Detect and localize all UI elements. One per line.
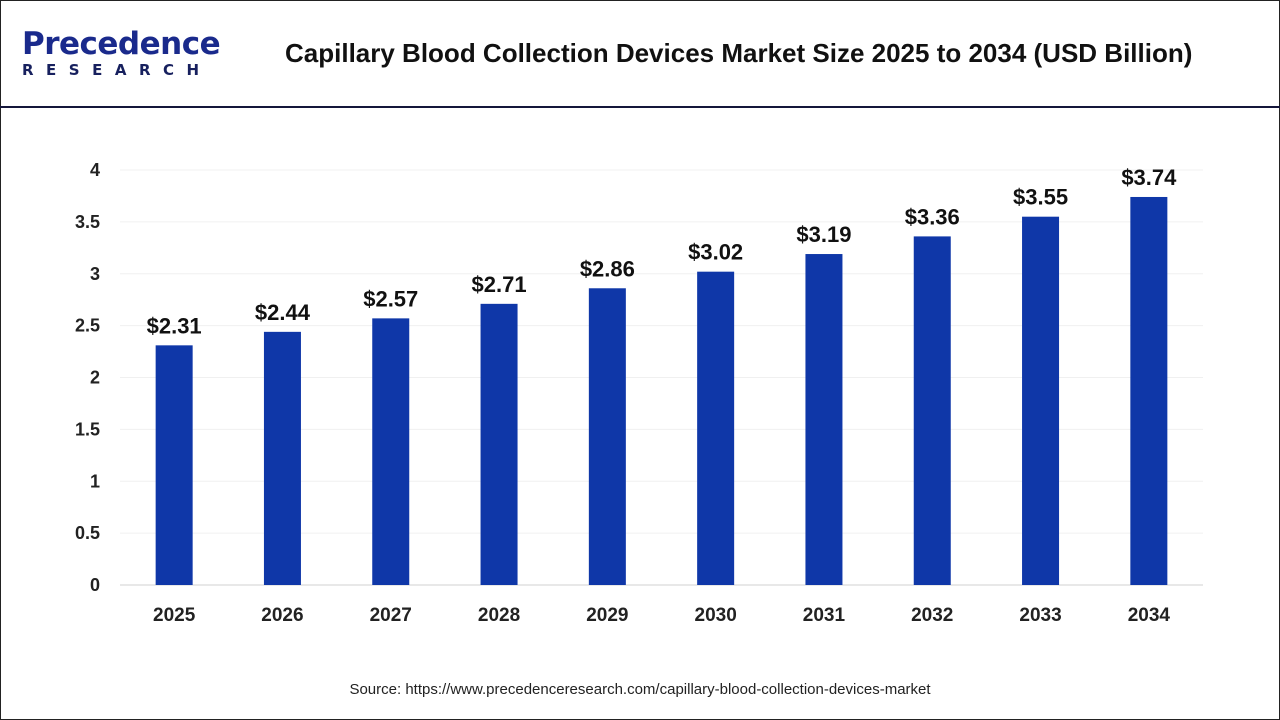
data-label: $2.31 bbox=[147, 313, 202, 338]
x-tick-label: 2028 bbox=[478, 605, 520, 626]
x-tick-label: 2026 bbox=[261, 605, 303, 626]
logo-text-main: Precedence bbox=[22, 26, 221, 62]
chart-title: Capillary Blood Collection Devices Marke… bbox=[285, 38, 1193, 68]
precedence-research-logo: Precedence RESEARCH bbox=[22, 26, 221, 79]
header: Precedence RESEARCH Capillary Blood Coll… bbox=[0, 0, 1280, 108]
x-tick-label: 2025 bbox=[153, 605, 196, 626]
data-label: $3.55 bbox=[1013, 185, 1068, 210]
bar-2026 bbox=[263, 331, 301, 585]
bar-2025 bbox=[155, 345, 193, 585]
y-tick-label: 3.5 bbox=[75, 212, 100, 232]
data-label: $2.71 bbox=[472, 272, 527, 297]
x-tick-label: 2027 bbox=[370, 605, 412, 626]
y-tick-label: 1 bbox=[90, 471, 100, 491]
x-tick-label: 2034 bbox=[1128, 605, 1171, 626]
y-tick-label: 3 bbox=[90, 264, 100, 284]
y-tick-label: 2 bbox=[90, 368, 100, 388]
data-label: $3.19 bbox=[796, 222, 851, 247]
data-label: $3.02 bbox=[688, 240, 743, 265]
bar-2030 bbox=[697, 271, 735, 585]
data-label: $3.36 bbox=[905, 204, 960, 229]
y-tick-label: 0 bbox=[90, 575, 100, 595]
x-tick-label: 2029 bbox=[586, 605, 628, 626]
data-label: $2.57 bbox=[363, 286, 418, 311]
y-tick-label: 4 bbox=[90, 160, 100, 180]
bar-2031 bbox=[805, 254, 843, 585]
source-text: Source: https://www.precedenceresearch.c… bbox=[349, 681, 931, 698]
x-tick-label: 2030 bbox=[695, 605, 737, 626]
x-tick-label: 2031 bbox=[803, 605, 846, 626]
data-label: $2.44 bbox=[255, 300, 311, 325]
bar-2033 bbox=[1022, 216, 1060, 585]
data-label: $2.86 bbox=[580, 256, 635, 281]
bar-2029 bbox=[588, 288, 626, 585]
bar-2032 bbox=[913, 236, 951, 585]
bar-2034 bbox=[1130, 196, 1168, 585]
x-tick-label: 2032 bbox=[911, 605, 953, 626]
data-label: $3.74 bbox=[1121, 165, 1177, 190]
bar-2027 bbox=[372, 318, 410, 585]
x-tick-label: 2033 bbox=[1019, 605, 1061, 626]
y-tick-label: 0.5 bbox=[75, 523, 100, 543]
y-tick-label: 1.5 bbox=[75, 419, 100, 439]
y-tick-label: 2.5 bbox=[75, 316, 100, 336]
logo-text-sub: RESEARCH bbox=[22, 61, 212, 79]
bar-2028 bbox=[480, 303, 518, 585]
